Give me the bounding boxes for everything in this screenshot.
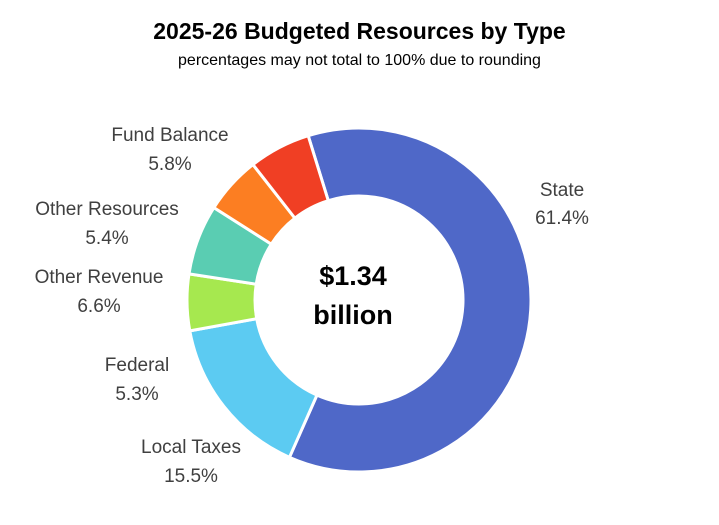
center-value: $1.34 <box>319 261 387 291</box>
slice-fund-balance[interactable] <box>250 133 331 221</box>
label-federal-pct: 5.3% <box>115 384 158 405</box>
label-local-taxes-pct: 15.5% <box>164 466 218 487</box>
label-local-taxes-name: Local Taxes <box>141 437 241 458</box>
label-other-resources-name: Other Resources <box>35 199 179 220</box>
label-fund-balance-pct: 5.8% <box>148 154 191 175</box>
donut-slices <box>185 126 533 474</box>
chart-title: 2025-26 Budgeted Resources by Type <box>153 18 566 44</box>
center-unit: billion <box>313 300 392 330</box>
label-state-pct: 61.4% <box>535 208 589 229</box>
label-other-revenue-pct: 6.6% <box>77 296 120 317</box>
label-other-revenue-name: Other Revenue <box>35 267 164 288</box>
label-other-resources-pct: 5.4% <box>85 228 128 249</box>
chart-subtitle: percentages may not total to 100% due to… <box>178 52 541 69</box>
label-federal-name: Federal <box>105 355 169 376</box>
slice-state[interactable] <box>287 126 533 474</box>
label-state-name: State <box>540 180 584 201</box>
label-fund-balance-name: Fund Balance <box>111 125 228 146</box>
